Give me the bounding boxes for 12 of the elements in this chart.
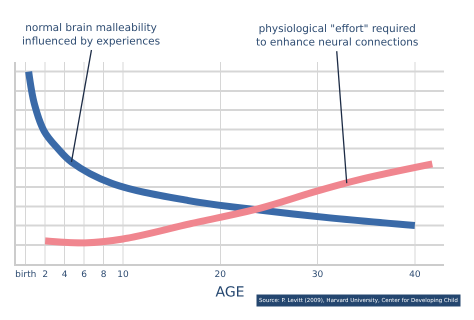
x-tick-label: 6 <box>81 270 88 280</box>
x-tick-label: 40 <box>409 270 421 280</box>
x-tick-label: birth <box>15 270 36 280</box>
annotation: normal brain malleability influenced by experiences <box>22 22 160 48</box>
x-tick-label: 8 <box>100 270 107 280</box>
x-tick-label: 30 <box>312 270 324 280</box>
x-tick-label: 20 <box>214 270 226 280</box>
x-tick-label: 10 <box>117 270 129 280</box>
x-tick-label: 4 <box>62 270 68 280</box>
x-tick-label: 2 <box>42 270 48 280</box>
annotation: physiological "effort" required to enhance neural connections <box>256 23 418 49</box>
x-axis-title: AGE <box>215 284 245 301</box>
